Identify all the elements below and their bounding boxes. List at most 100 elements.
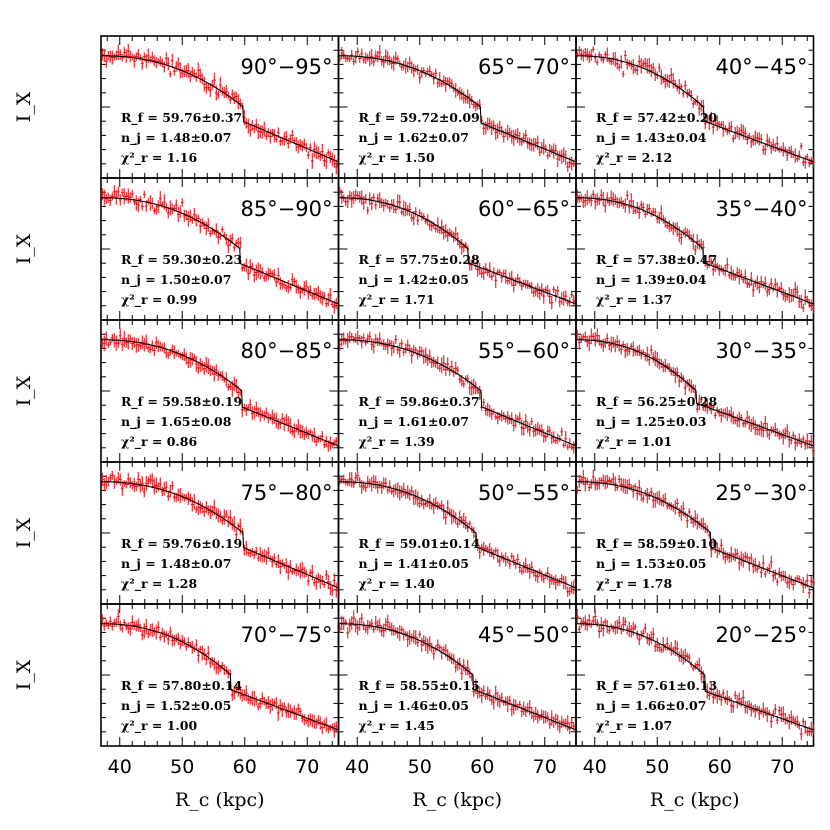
axis-labels-layer: 40 50 60 70 R_c (kpc) 40 50 60 70 R_c (kpc) 40 50 60… [13, 91, 794, 811]
panel-angle-label: 35°−40° [715, 197, 807, 221]
panel-chi2-label: χ²_r = 2.12 [596, 150, 672, 166]
panel-chi2-label: χ²_r = 1.45 [359, 718, 435, 734]
panel-angle-label: 60°−65° [478, 197, 570, 221]
panel-8: 55°−60° R_f = 59.86±0.37 n_j = 1.61±0.07 χ²… [337, 319, 578, 463]
x-tick-label: 60 [233, 756, 257, 778]
x-tick-label: 70 [533, 756, 557, 778]
panel-nj-label: n_j = 1.42±0.05 [359, 272, 469, 288]
panel-nj-label: n_j = 1.43±0.04 [596, 130, 707, 146]
x-tick-label: 70 [770, 756, 794, 778]
panel-6: 35°−40° R_f = 57.38±0.47 n_j = 1.39±0.04 χ²… [575, 177, 815, 321]
fit-curve [338, 197, 577, 305]
panel-4: 85°−90° R_f = 59.30±0.23 n_j = 1.50±0.07 χ²… [100, 177, 340, 321]
panel-nj-label: n_j = 1.66±0.07 [596, 698, 706, 714]
panel-1: 90°−95° R_f = 59.76±0.37 n_j = 1.48±0.07 χ²… [100, 35, 340, 179]
x-tick-label: 40 [108, 756, 132, 778]
panel-10: 75°−80° R_f = 59.76±0.19 n_j = 1.48±0.07 χ²… [100, 461, 340, 605]
panel-rf-label: R_f = 57.61±0.13 [596, 678, 717, 694]
fit-curve [101, 55, 339, 163]
y-axis-title: I_X [13, 659, 35, 690]
fit-curve [101, 339, 339, 447]
fit-curve [338, 339, 577, 447]
y-axis-title: I_X [13, 91, 35, 122]
panel-chi2-label: χ²_r = 1.28 [121, 576, 197, 592]
panel-rf-label: R_f = 59.58±0.19 [121, 394, 242, 410]
y-axis-title: I_X [13, 517, 35, 548]
panel-angle-label: 55°−60° [478, 339, 570, 363]
panel-rf-label: R_f = 57.80±0.14 [121, 678, 243, 694]
panel-14: 45°−50° R_f = 58.55±0.15 n_j = 1.46±0.05 χ²… [337, 603, 578, 747]
panel-nj-label: n_j = 1.39±0.04 [596, 272, 707, 288]
panel-angle-label: 70°−75° [240, 623, 332, 647]
x-axis-title: R_c (kpc) [650, 789, 740, 811]
panels-layer: 90°−95° R_f = 59.76±0.37 n_j = 1.48±0.07 χ²… [100, 35, 815, 747]
x-axis-title: R_c (kpc) [412, 789, 502, 811]
panel-nj-label: n_j = 1.52±0.05 [121, 698, 231, 714]
panel-rf-label: R_f = 57.42±0.20 [596, 110, 718, 126]
panel-angle-label: 50°−55° [478, 481, 570, 505]
fit-curve [576, 623, 814, 731]
fit-curve [338, 481, 577, 589]
fit-curve [338, 55, 577, 163]
panel-5: 60°−65° R_f = 57.75±0.28 n_j = 1.42±0.05 χ²… [337, 177, 578, 321]
y-axis-title: I_X [13, 233, 35, 264]
panel-chi2-label: χ²_r = 0.86 [121, 434, 197, 450]
panel-angle-label: 90°−95° [240, 55, 332, 79]
panel-angle-label: 25°−30° [715, 481, 807, 505]
panel-chi2-label: χ²_r = 1.50 [359, 150, 435, 166]
panel-rf-label: R_f = 59.86±0.37 [359, 394, 480, 410]
panel-nj-label: n_j = 1.48±0.07 [121, 130, 231, 146]
panel-nj-label: n_j = 1.62±0.07 [359, 130, 469, 146]
panel-angle-label: 45°−50° [478, 623, 570, 647]
panel-nj-label: n_j = 1.50±0.07 [121, 272, 231, 288]
panel-chi2-label: χ²_r = 1.16 [121, 150, 197, 166]
y-axis-title: I_X [13, 375, 35, 406]
panel-chi2-label: χ²_r = 1.71 [359, 292, 435, 308]
panel-nj-label: n_j = 1.61±0.07 [359, 414, 469, 430]
fit-curve [338, 623, 577, 731]
panel-chi2-label: χ²_r = 1.39 [359, 434, 435, 450]
panel-nj-label: n_j = 1.25±0.03 [596, 414, 706, 430]
panel-nj-label: n_j = 1.48±0.07 [121, 556, 231, 572]
fit-curve [101, 197, 339, 305]
panel-7: 80°−85° R_f = 59.58±0.19 n_j = 1.65±0.08 χ²… [100, 319, 340, 463]
panel-angle-label: 65°−70° [478, 55, 570, 79]
panel-rf-label: R_f = 57.75±0.28 [359, 252, 481, 268]
panel-nj-label: n_j = 1.46±0.05 [359, 698, 469, 714]
panel-rf-label: R_f = 59.30±0.23 [121, 252, 242, 268]
panel-rf-label: R_f = 59.76±0.37 [121, 110, 242, 126]
fit-curve [576, 197, 814, 305]
panel-rf-label: R_f = 59.76±0.19 [121, 536, 242, 552]
x-axis-title: R_c (kpc) [175, 789, 265, 811]
panel-nj-label: n_j = 1.53±0.05 [596, 556, 706, 572]
panel-angle-label: 85°−90° [240, 197, 332, 221]
panel-15: 20°−25° R_f = 57.61±0.13 n_j = 1.66±0.07 χ²… [575, 603, 815, 747]
x-tick-label: 40 [583, 756, 607, 778]
fit-curve [576, 481, 814, 589]
panel-nj-label: n_j = 1.65±0.08 [121, 414, 232, 430]
panel-2: 65°−70° R_f = 59.72±0.09 n_j = 1.62±0.07 χ²… [337, 35, 578, 179]
panel-nj-label: n_j = 1.41±0.05 [359, 556, 469, 572]
x-tick-label: 50 [408, 756, 432, 778]
panel-3: 40°−45° R_f = 57.42±0.20 n_j = 1.43±0.04 χ²… [575, 35, 815, 179]
panel-11: 50°−55° R_f = 59.01±0.14 n_j = 1.41±0.05 χ²… [337, 461, 578, 605]
panel-chi2-label: χ²_r = 1.00 [121, 718, 197, 734]
fit-curve [101, 623, 339, 731]
panel-rf-label: R_f = 58.59±0.10 [596, 536, 718, 552]
panel-13: 70°−75° R_f = 57.80±0.14 n_j = 1.52±0.05 χ²… [100, 603, 340, 747]
panel-chi2-label: χ²_r = 0.99 [121, 292, 197, 308]
x-tick-label: 40 [345, 756, 369, 778]
panel-chi2-label: χ²_r = 1.78 [596, 576, 672, 592]
panel-rf-label: R_f = 59.01±0.14 [359, 536, 481, 552]
panel-rf-label: R_f = 57.38±0.47 [596, 252, 717, 268]
x-tick-label: 60 [470, 756, 494, 778]
panel-chi2-label: χ²_r = 1.01 [596, 434, 672, 450]
panel-12: 25°−30° R_f = 58.59±0.10 n_j = 1.53±0.05 χ²… [575, 461, 815, 605]
panel-angle-label: 20°−25° [715, 623, 807, 647]
panel-rf-label: R_f = 58.55±0.15 [359, 678, 480, 694]
panel-rf-label: R_f = 59.72±0.09 [359, 110, 480, 126]
panel-rf-label: R_f = 56.25±0.28 [596, 394, 718, 410]
panel-chi2-label: χ²_r = 1.07 [596, 718, 672, 734]
panel-chi2-label: χ²_r = 1.40 [359, 576, 435, 592]
